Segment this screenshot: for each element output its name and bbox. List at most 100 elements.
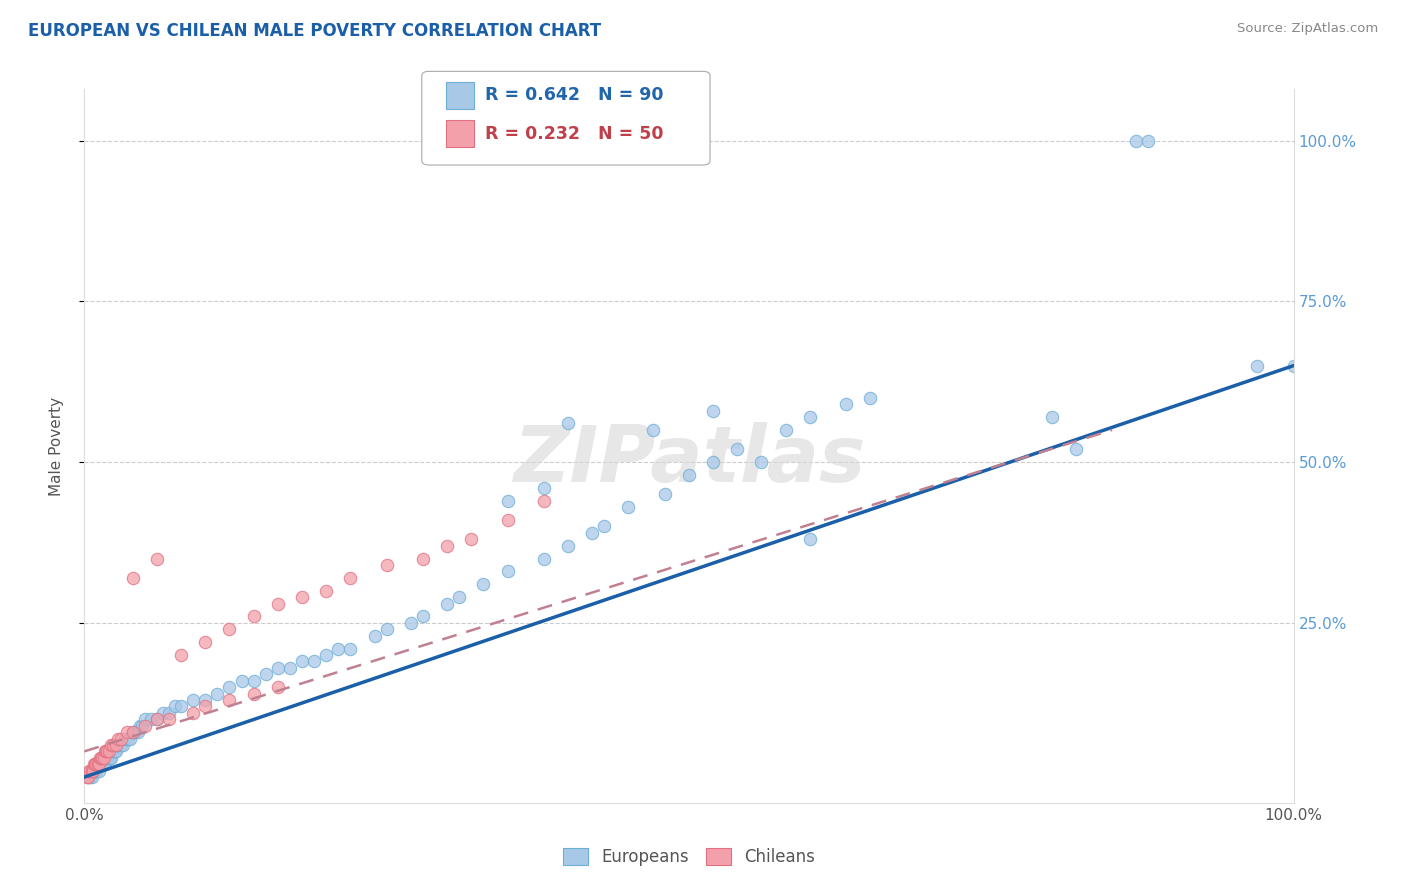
Point: [339, 571, 361, 585]
Point: [94, 751, 117, 765]
Point: [581, 525, 603, 540]
Point: [146, 712, 169, 726]
Point: [139, 712, 162, 726]
Point: [87, 764, 110, 778]
Point: [89, 751, 111, 765]
Point: [315, 648, 337, 662]
Point: [86, 764, 108, 778]
Point: [104, 744, 127, 758]
Point: [1137, 134, 1160, 148]
Point: [170, 699, 193, 714]
Point: [291, 590, 314, 604]
Point: [654, 487, 676, 501]
Point: [114, 731, 136, 746]
Point: [146, 551, 169, 566]
Text: R = 0.232   N = 50: R = 0.232 N = 50: [485, 125, 664, 143]
Point: [101, 744, 124, 758]
Text: EUROPEAN VS CHILEAN MALE POVERTY CORRELATION CHART: EUROPEAN VS CHILEAN MALE POVERTY CORRELA…: [28, 22, 602, 40]
Point: [375, 622, 398, 636]
Point: [194, 693, 217, 707]
Point: [641, 423, 664, 437]
Point: [131, 719, 153, 733]
Point: [83, 757, 105, 772]
Point: [170, 648, 193, 662]
Point: [91, 757, 114, 772]
Point: [267, 680, 290, 694]
Point: [859, 391, 882, 405]
Point: [103, 744, 125, 758]
Point: [533, 551, 555, 566]
Point: [90, 751, 112, 765]
Point: [412, 551, 434, 566]
Point: [107, 738, 129, 752]
Point: [110, 731, 132, 746]
Point: [87, 757, 110, 772]
Y-axis label: Male Poverty: Male Poverty: [49, 396, 63, 496]
Point: [194, 635, 217, 649]
Point: [94, 757, 117, 772]
Point: [593, 519, 616, 533]
Point: [86, 757, 108, 772]
Point: [194, 699, 217, 714]
Point: [725, 442, 748, 457]
Point: [89, 757, 111, 772]
Point: [112, 738, 135, 752]
Point: [1125, 134, 1147, 148]
Point: [80, 770, 103, 784]
Point: [100, 738, 122, 752]
Point: [117, 731, 139, 746]
Point: [399, 615, 422, 630]
Point: [328, 641, 350, 656]
Point: [104, 738, 127, 752]
Point: [278, 661, 301, 675]
Point: [146, 712, 169, 726]
Point: [835, 397, 858, 411]
Point: [218, 693, 240, 707]
Point: [105, 738, 128, 752]
Point: [157, 712, 180, 726]
Point: [231, 673, 253, 688]
Point: [291, 654, 314, 668]
Point: [557, 417, 579, 431]
Point: [1040, 410, 1063, 425]
Point: [129, 719, 152, 733]
Text: R = 0.642   N = 90: R = 0.642 N = 90: [485, 87, 664, 104]
Point: [617, 500, 640, 514]
Point: [1282, 359, 1305, 373]
Point: [799, 410, 821, 425]
Point: [96, 744, 118, 758]
Point: [115, 725, 138, 739]
Point: [533, 493, 555, 508]
Point: [436, 597, 458, 611]
Text: Source: ZipAtlas.com: Source: ZipAtlas.com: [1237, 22, 1378, 36]
Point: [1064, 442, 1087, 457]
Point: [79, 770, 101, 784]
Point: [121, 725, 143, 739]
Point: [79, 764, 101, 778]
Point: [91, 751, 114, 765]
Point: [94, 744, 117, 758]
Point: [254, 667, 277, 681]
Point: [375, 558, 398, 572]
Point: [702, 403, 724, 417]
Point: [496, 565, 519, 579]
Point: [86, 757, 108, 772]
Point: [315, 583, 337, 598]
Point: [124, 725, 146, 739]
Point: [97, 751, 120, 765]
Point: [678, 467, 700, 482]
Point: [121, 725, 143, 739]
Point: [77, 770, 100, 784]
Point: [86, 757, 108, 772]
Point: [152, 706, 174, 720]
Point: [702, 455, 724, 469]
Point: [98, 751, 121, 765]
Point: [460, 533, 482, 547]
Point: [96, 751, 118, 765]
Point: [181, 693, 204, 707]
Point: [751, 455, 773, 469]
Point: [302, 654, 325, 668]
Point: [165, 699, 187, 714]
Point: [103, 738, 125, 752]
Point: [472, 577, 495, 591]
